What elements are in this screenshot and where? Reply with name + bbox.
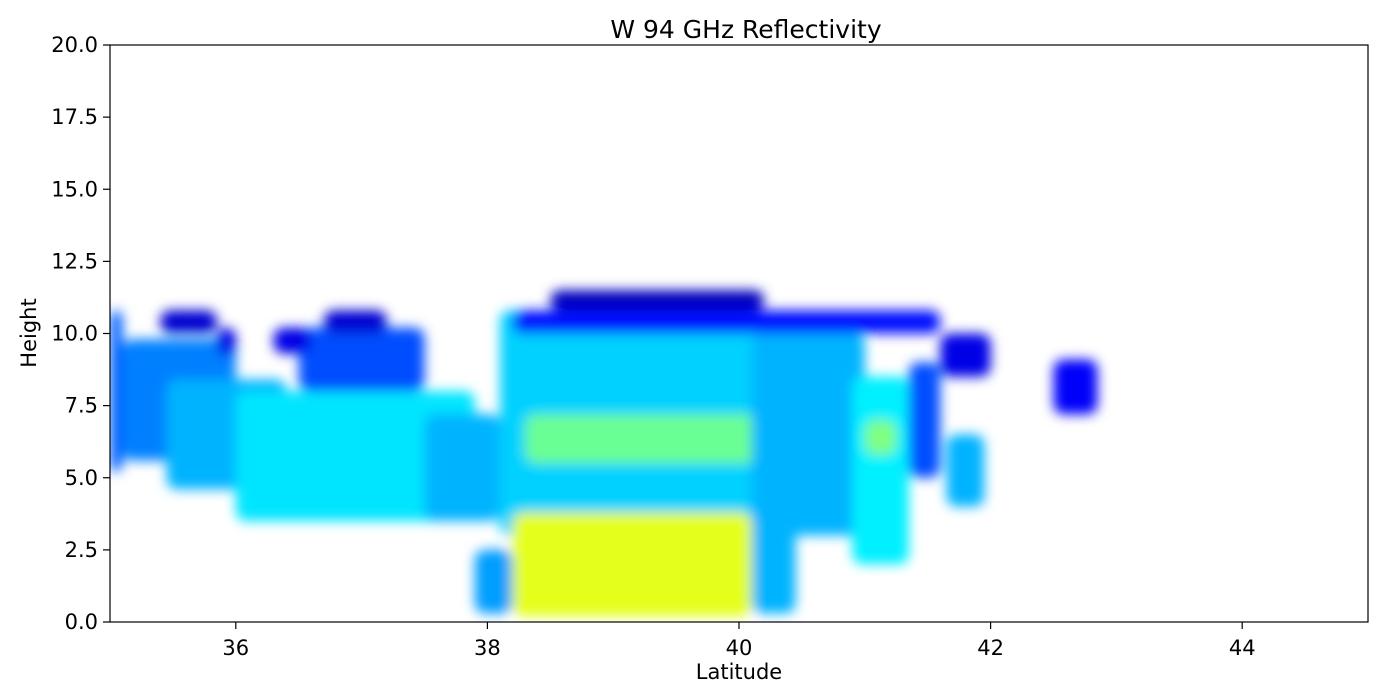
x-tick-label: 44 (1229, 636, 1256, 660)
reflectivity-region-13 (512, 310, 941, 334)
y-tick-label: 17.5 (51, 105, 98, 129)
reflectivity-region-23 (1053, 359, 1098, 415)
reflectivity-region-0 (110, 310, 123, 472)
x-tick-label: 40 (726, 636, 753, 660)
reflectivity-region-15 (512, 512, 752, 617)
reflectivity-region-21 (940, 333, 991, 377)
reflectivity-region-17 (751, 333, 865, 536)
reflectivity-region-8 (273, 327, 312, 354)
reflectivity-region-22 (946, 434, 985, 507)
reflectivity-region-6 (298, 327, 425, 392)
reflectivity-region-14 (474, 549, 513, 614)
y-tick-label: 10.0 (51, 322, 98, 346)
y-tick-label: 20.0 (51, 33, 98, 57)
x-tick-label: 36 (222, 636, 249, 660)
x-axis: 36 38 40 42 44 (222, 622, 1256, 660)
reflectivity-region-12 (550, 290, 765, 311)
reflectivity-region-20 (908, 362, 941, 478)
y-axis-title: Height (17, 298, 41, 367)
reflectivity-region-7 (323, 310, 387, 334)
y-tick-label: 5.0 (65, 466, 98, 490)
y-tick-label: 15.0 (51, 177, 98, 201)
y-axis: 0.0 2.5 5.0 7.5 10.0 12.5 15.0 17.5 20.0 (51, 33, 110, 634)
reflectivity-field (110, 290, 1098, 617)
reflectivity-region-9 (424, 414, 500, 522)
reflectivity-region-11 (525, 414, 765, 464)
reflectivity-region-5 (235, 391, 475, 522)
x-tick-label: 42 (977, 636, 1004, 660)
reflectivity-region-16 (751, 521, 796, 614)
y-tick-label: 12.5 (51, 249, 98, 273)
x-tick-label: 38 (474, 636, 501, 660)
y-tick-label: 7.5 (65, 394, 98, 418)
y-tick-label: 2.5 (65, 538, 98, 562)
x-axis-title: Latitude (696, 660, 782, 684)
reflectivity-region-2 (160, 310, 217, 334)
y-tick-label: 0.0 (65, 610, 98, 634)
reflectivity-region-19 (864, 420, 897, 455)
reflectivity-region-18 (852, 376, 909, 565)
chart-title: W 94 GHz Reflectivity (610, 15, 881, 44)
reflectivity-region-3 (216, 327, 236, 357)
plot-area (110, 45, 1368, 622)
